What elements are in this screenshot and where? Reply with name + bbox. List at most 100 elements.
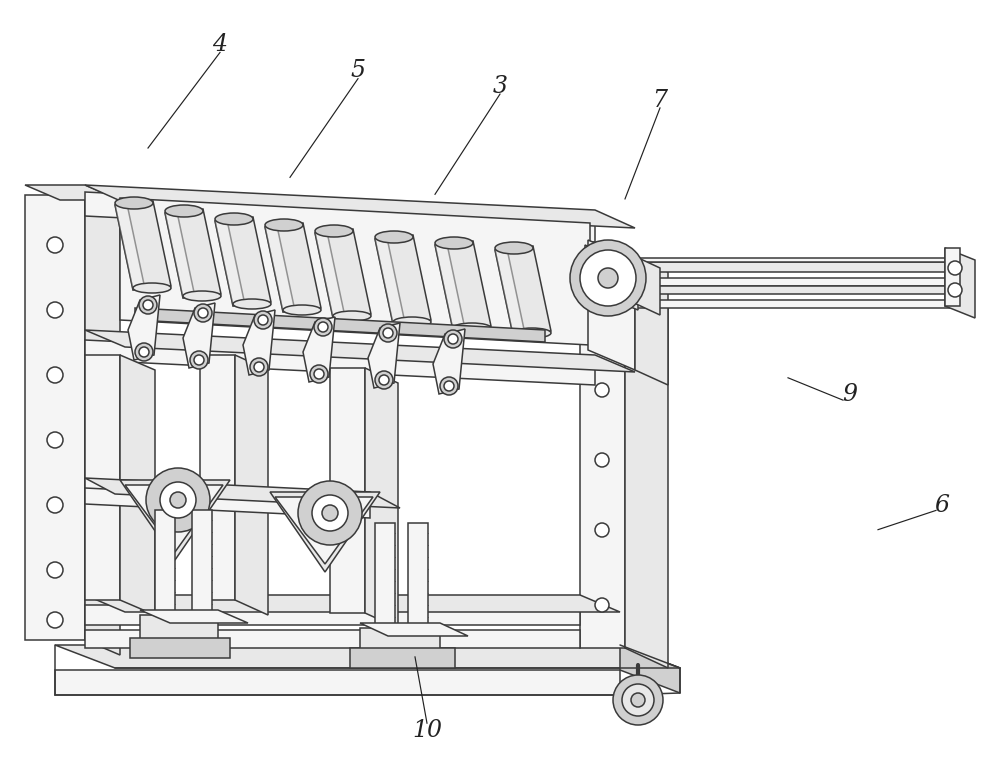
- Ellipse shape: [283, 305, 321, 315]
- Text: 4: 4: [212, 33, 228, 56]
- Ellipse shape: [265, 219, 303, 231]
- Polygon shape: [55, 670, 620, 695]
- Circle shape: [47, 237, 63, 253]
- Text: 10: 10: [412, 719, 442, 742]
- Text: 7: 7: [652, 89, 668, 112]
- Circle shape: [198, 308, 208, 318]
- Circle shape: [47, 432, 63, 448]
- Polygon shape: [303, 317, 335, 382]
- Polygon shape: [375, 238, 405, 324]
- Polygon shape: [435, 241, 491, 330]
- Circle shape: [622, 684, 654, 716]
- Polygon shape: [140, 610, 248, 623]
- Polygon shape: [120, 480, 230, 560]
- Polygon shape: [125, 485, 223, 552]
- Polygon shape: [85, 630, 580, 648]
- Polygon shape: [200, 355, 235, 600]
- Polygon shape: [265, 226, 295, 312]
- Polygon shape: [165, 209, 221, 298]
- Polygon shape: [625, 285, 668, 668]
- Polygon shape: [120, 355, 155, 615]
- Circle shape: [375, 371, 393, 389]
- Circle shape: [440, 377, 458, 395]
- Circle shape: [160, 482, 196, 518]
- Circle shape: [194, 355, 204, 365]
- Polygon shape: [435, 244, 465, 330]
- Circle shape: [139, 347, 149, 357]
- Polygon shape: [408, 523, 428, 638]
- Circle shape: [170, 492, 186, 508]
- Polygon shape: [635, 300, 950, 308]
- Ellipse shape: [315, 225, 353, 237]
- Polygon shape: [183, 303, 215, 368]
- Circle shape: [598, 268, 618, 288]
- Circle shape: [379, 324, 397, 342]
- Circle shape: [948, 261, 962, 275]
- Polygon shape: [350, 648, 455, 668]
- Polygon shape: [365, 368, 398, 628]
- Polygon shape: [130, 638, 230, 658]
- Polygon shape: [25, 185, 120, 200]
- Circle shape: [298, 481, 362, 545]
- Circle shape: [254, 311, 272, 329]
- Polygon shape: [155, 510, 175, 625]
- Polygon shape: [215, 217, 271, 306]
- Ellipse shape: [495, 242, 533, 254]
- Circle shape: [383, 328, 393, 338]
- Polygon shape: [375, 523, 395, 638]
- Circle shape: [146, 468, 210, 532]
- Polygon shape: [330, 368, 365, 613]
- Polygon shape: [375, 235, 431, 324]
- Ellipse shape: [513, 328, 551, 338]
- Circle shape: [595, 453, 609, 467]
- Circle shape: [254, 362, 264, 372]
- Circle shape: [595, 598, 609, 612]
- Polygon shape: [585, 245, 638, 310]
- Ellipse shape: [393, 317, 431, 327]
- Polygon shape: [192, 510, 212, 625]
- Polygon shape: [120, 198, 590, 345]
- Polygon shape: [635, 278, 950, 286]
- Polygon shape: [243, 310, 275, 375]
- Circle shape: [314, 369, 324, 379]
- Circle shape: [444, 330, 462, 348]
- Circle shape: [595, 383, 609, 397]
- Circle shape: [139, 296, 157, 314]
- Circle shape: [314, 318, 332, 336]
- Circle shape: [190, 351, 208, 369]
- Polygon shape: [128, 295, 160, 360]
- Circle shape: [47, 562, 63, 578]
- Circle shape: [194, 304, 212, 322]
- Polygon shape: [620, 645, 680, 693]
- Text: 5: 5: [351, 59, 366, 82]
- Circle shape: [580, 250, 636, 306]
- Polygon shape: [368, 323, 400, 388]
- Circle shape: [47, 497, 63, 513]
- Polygon shape: [135, 308, 545, 342]
- Polygon shape: [215, 220, 245, 306]
- Circle shape: [310, 365, 328, 383]
- Polygon shape: [85, 605, 580, 625]
- Ellipse shape: [165, 205, 203, 217]
- Polygon shape: [165, 212, 195, 298]
- Polygon shape: [140, 615, 218, 645]
- Ellipse shape: [333, 311, 371, 321]
- Circle shape: [143, 300, 153, 310]
- Polygon shape: [85, 185, 635, 228]
- Text: 9: 9: [842, 383, 858, 406]
- Ellipse shape: [215, 213, 253, 225]
- Polygon shape: [235, 355, 268, 615]
- Circle shape: [448, 334, 458, 344]
- Ellipse shape: [133, 283, 171, 293]
- Circle shape: [47, 302, 63, 318]
- Polygon shape: [85, 488, 370, 518]
- Circle shape: [444, 381, 454, 391]
- Circle shape: [379, 375, 389, 385]
- Ellipse shape: [375, 231, 413, 243]
- Ellipse shape: [233, 299, 271, 309]
- Circle shape: [595, 523, 609, 537]
- Circle shape: [595, 313, 609, 327]
- Circle shape: [250, 358, 268, 376]
- Polygon shape: [495, 246, 551, 335]
- Circle shape: [613, 675, 663, 725]
